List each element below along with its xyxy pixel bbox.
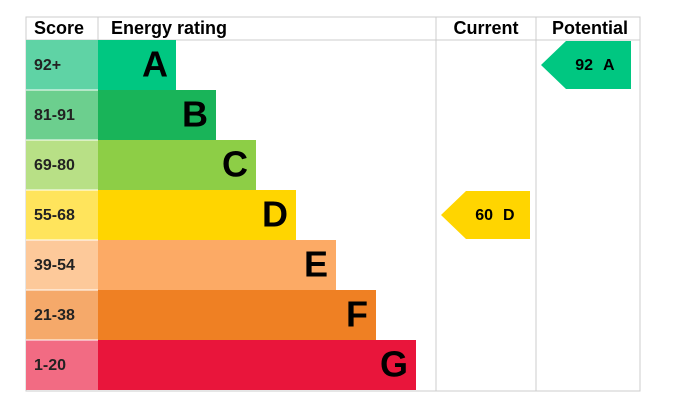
header-score: Score — [34, 18, 84, 38]
header-current: Current — [453, 18, 518, 38]
current-value: 60 — [475, 207, 493, 224]
band-bar — [98, 240, 336, 290]
band-bar — [98, 90, 216, 140]
band-letter: G — [380, 344, 408, 385]
potential-letter: A — [603, 57, 615, 74]
band-bar — [98, 140, 256, 190]
current-letter: D — [503, 207, 515, 224]
band-letter: B — [182, 94, 208, 135]
potential-arrow — [541, 41, 631, 89]
band-letter: C — [222, 144, 248, 185]
band-bar — [98, 40, 176, 90]
score-cell — [26, 90, 98, 140]
band-letter: A — [142, 44, 168, 85]
score-cell — [26, 340, 98, 390]
band-letter: D — [262, 194, 288, 235]
header-rating: Energy rating — [111, 18, 227, 38]
band-bar — [98, 340, 416, 390]
score-cell — [26, 140, 98, 190]
potential-value: 92 — [575, 57, 593, 74]
score-cell — [26, 190, 98, 240]
score-label: 21-38 — [34, 307, 75, 324]
score-label: 81-91 — [34, 107, 75, 124]
header-potential: Potential — [552, 18, 628, 38]
score-cell — [26, 290, 98, 340]
score-label: 1-20 — [34, 357, 66, 374]
current-arrow — [441, 191, 530, 239]
band-bar — [98, 190, 296, 240]
score-label: 55-68 — [34, 207, 75, 224]
band-bar — [98, 290, 376, 340]
band-letter: E — [304, 244, 328, 285]
band-letter: F — [346, 294, 368, 335]
score-label: 69-80 — [34, 157, 75, 174]
score-label: 92+ — [34, 57, 61, 74]
score-cell — [26, 40, 98, 90]
score-label: 39-54 — [34, 257, 75, 274]
score-cell — [26, 240, 98, 290]
